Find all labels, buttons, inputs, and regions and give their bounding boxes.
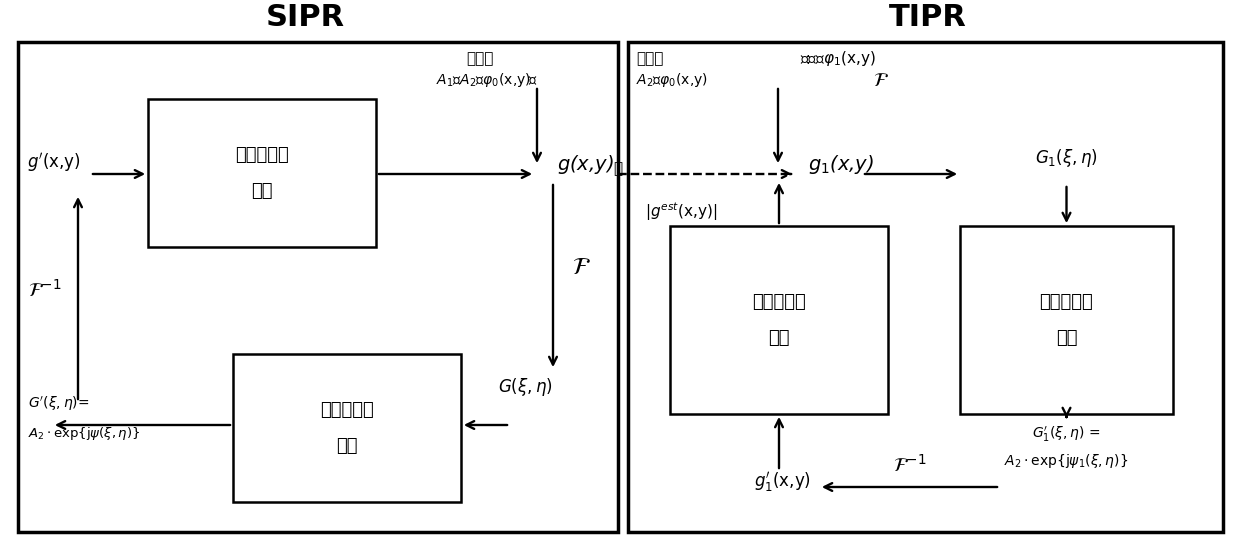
Text: 约束: 约束 bbox=[252, 182, 273, 200]
Text: $G_1'(\xi,\eta)$ =: $G_1'(\xi,\eta)$ = bbox=[1033, 424, 1101, 444]
Text: $G_1(\xi,\eta)$: $G_1(\xi,\eta)$ bbox=[1035, 147, 1097, 169]
Text: $|g^{est}$(x,y)$|$: $|g^{est}$(x,y)$|$ bbox=[645, 200, 717, 224]
Text: $G'(\xi,\eta)$=: $G'(\xi,\eta)$= bbox=[29, 395, 89, 413]
Text: 施加空间域: 施加空间域 bbox=[753, 293, 806, 311]
Text: $\mathcal{F}$: $\mathcal{F}$ bbox=[873, 71, 889, 89]
Text: $\mathcal{F}$: $\mathcal{F}$ bbox=[572, 255, 590, 279]
Text: $G(\xi,\eta)$: $G(\xi,\eta)$ bbox=[497, 376, 552, 398]
Text: 约束: 约束 bbox=[336, 437, 358, 455]
Text: $\mathcal{F}^{-1}$: $\mathcal{F}^{-1}$ bbox=[893, 454, 926, 476]
Text: $g_1$(x,y): $g_1$(x,y) bbox=[808, 152, 874, 176]
Bar bbox=[233, 354, 461, 502]
Text: $g_1'$(x,y): $g_1'$(x,y) bbox=[754, 470, 811, 494]
Text: 约束: 约束 bbox=[1055, 329, 1078, 347]
Text: 输出：$\varphi_1$(x,y): 输出：$\varphi_1$(x,y) bbox=[800, 50, 875, 68]
Text: 施加空间域: 施加空间域 bbox=[236, 146, 289, 164]
Text: $\mathcal{F}^{-1}$: $\mathcal{F}^{-1}$ bbox=[29, 279, 62, 301]
Text: $g$(x,y): $g$(x,y) bbox=[557, 152, 614, 176]
Text: $A_2\cdot$exp{j$\psi(\xi,\eta)$}: $A_2\cdot$exp{j$\psi(\xi,\eta)$} bbox=[29, 426, 140, 443]
Text: $g'$(x,y): $g'$(x,y) bbox=[27, 151, 81, 173]
Text: $A_2\cdot$exp{j$\psi_1(\xi,\eta)$}: $A_2\cdot$exp{j$\psi_1(\xi,\eta)$} bbox=[1004, 452, 1128, 470]
Text: TIPR: TIPR bbox=[889, 3, 967, 31]
Text: 施加傅里叶: 施加傅里叶 bbox=[320, 401, 374, 419]
Bar bbox=[627, 42, 1223, 532]
Bar bbox=[670, 226, 888, 414]
Bar bbox=[960, 226, 1173, 414]
Text: 施加傅里叶: 施加傅里叶 bbox=[1039, 293, 1094, 311]
Bar bbox=[148, 99, 376, 247]
Text: 输入：: 输入： bbox=[636, 51, 663, 66]
Text: $A_1$、$A_2$、$\varphi_0$(x,y)输: $A_1$、$A_2$、$\varphi_0$(x,y)输 bbox=[436, 71, 538, 89]
Text: 输入：: 输入： bbox=[466, 51, 494, 66]
Text: SIPR: SIPR bbox=[265, 3, 345, 31]
Bar bbox=[19, 42, 618, 532]
Text: 出: 出 bbox=[613, 162, 622, 177]
Text: 约束: 约束 bbox=[769, 329, 790, 347]
Text: $A_2$、$\varphi_0$(x,y): $A_2$、$\varphi_0$(x,y) bbox=[636, 71, 708, 89]
